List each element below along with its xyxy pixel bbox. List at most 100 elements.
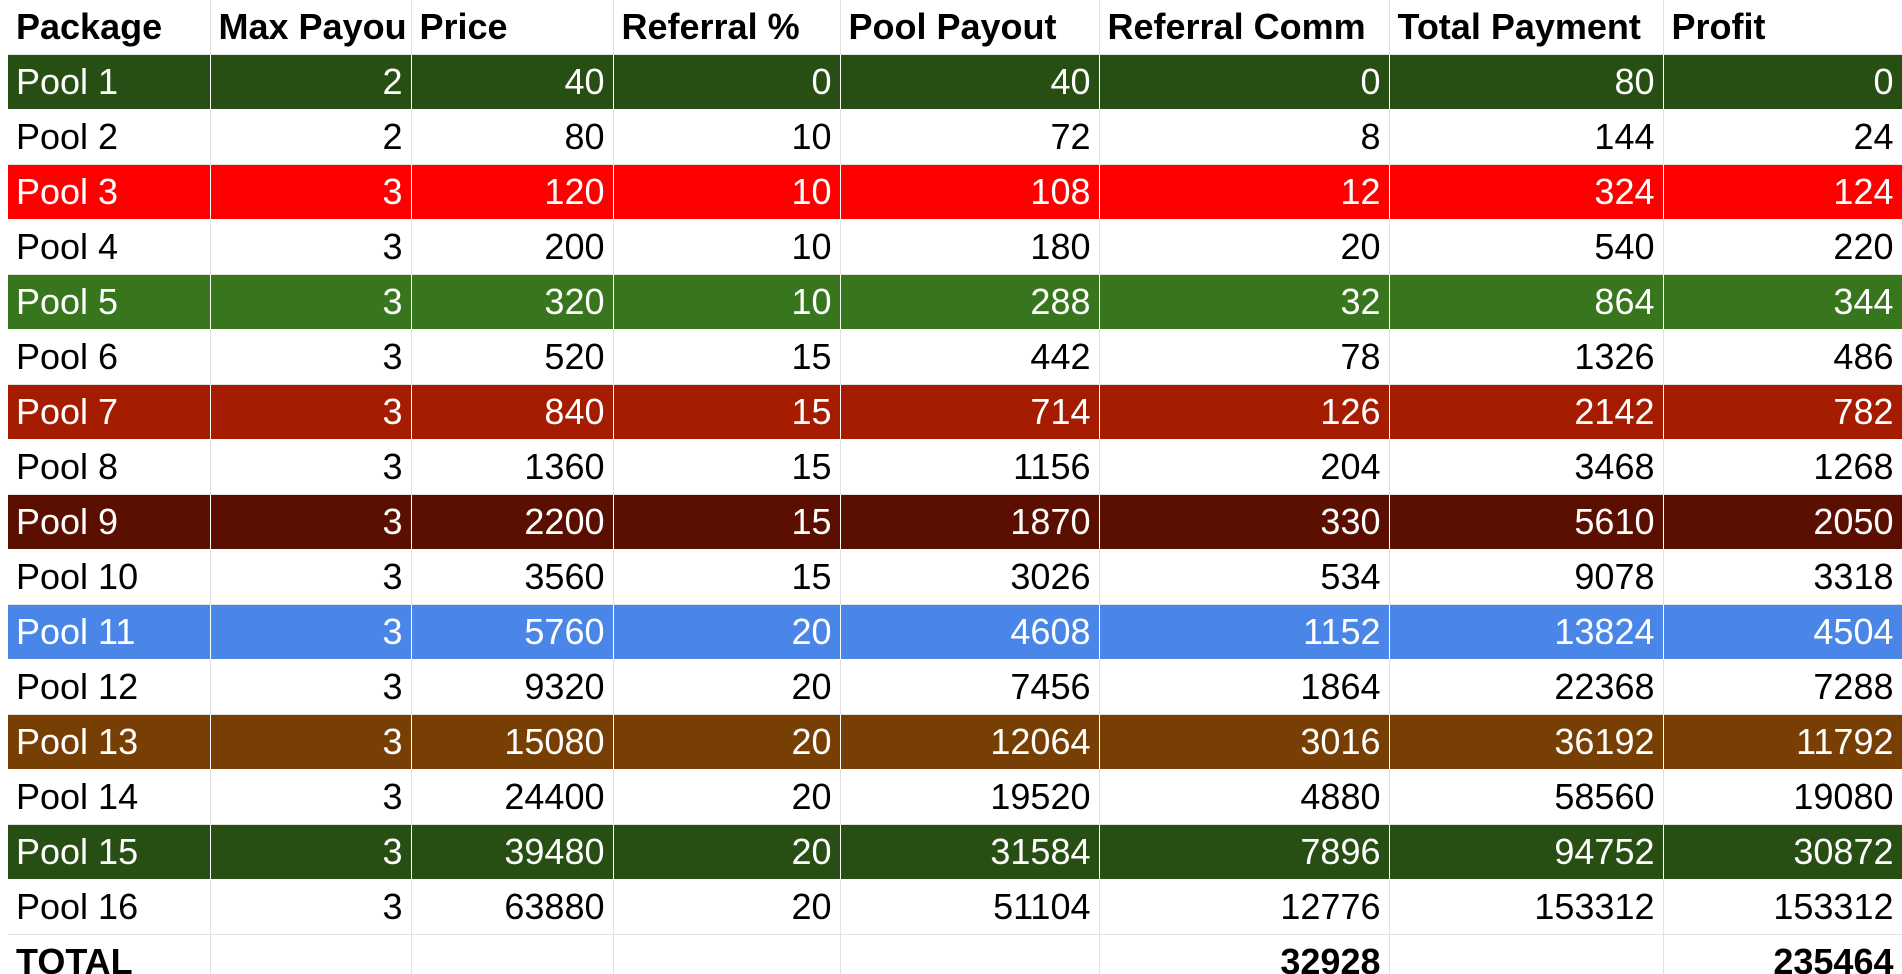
price-cell[interactable]: 120 — [411, 164, 614, 220]
max-payout-cell[interactable]: 3 — [210, 219, 412, 275]
referral-pct-cell[interactable]: 20 — [613, 769, 841, 825]
total-empty-cell[interactable] — [411, 934, 614, 974]
referral-pct-cell[interactable]: 15 — [613, 384, 841, 440]
total-payment-cell[interactable]: 153312 — [1389, 879, 1664, 935]
pool-payout-cell[interactable]: 12064 — [840, 714, 1100, 770]
pool-payout-cell[interactable]: 31584 — [840, 824, 1100, 880]
package-cell[interactable]: Pool 9 — [8, 494, 211, 550]
profit-cell[interactable]: 344 — [1663, 274, 1902, 330]
price-cell[interactable]: 40 — [411, 54, 614, 110]
header-profit[interactable]: Profit — [1663, 0, 1902, 55]
max-payout-cell[interactable]: 3 — [210, 824, 412, 880]
referral-comm-cell[interactable]: 78 — [1099, 329, 1390, 385]
total-payment-cell[interactable]: 144 — [1389, 109, 1664, 165]
pool-payout-cell[interactable]: 1156 — [840, 439, 1100, 495]
referral-comm-cell[interactable]: 126 — [1099, 384, 1390, 440]
total-empty-cell[interactable] — [840, 934, 1100, 974]
package-cell[interactable]: Pool 1 — [8, 54, 211, 110]
price-cell[interactable]: 2200 — [411, 494, 614, 550]
price-cell[interactable]: 9320 — [411, 659, 614, 715]
package-cell[interactable]: Pool 8 — [8, 439, 211, 495]
referral-comm-cell[interactable]: 4880 — [1099, 769, 1390, 825]
referral-comm-cell[interactable]: 3016 — [1099, 714, 1390, 770]
pool-payout-cell[interactable]: 442 — [840, 329, 1100, 385]
referral-pct-cell[interactable]: 0 — [613, 54, 841, 110]
pool-payout-cell[interactable]: 40 — [840, 54, 1100, 110]
price-cell[interactable]: 63880 — [411, 879, 614, 935]
total-empty-cell[interactable] — [1389, 934, 1664, 974]
package-cell[interactable]: Pool 2 — [8, 109, 211, 165]
referral-comm-cell[interactable]: 20 — [1099, 219, 1390, 275]
referral-pct-cell[interactable]: 20 — [613, 659, 841, 715]
profit-cell[interactable]: 3318 — [1663, 549, 1902, 605]
total-payment-cell[interactable]: 94752 — [1389, 824, 1664, 880]
referral-comm-cell[interactable]: 534 — [1099, 549, 1390, 605]
profit-cell[interactable]: 0 — [1663, 54, 1902, 110]
pool-payout-cell[interactable]: 7456 — [840, 659, 1100, 715]
total-payment-cell[interactable]: 9078 — [1389, 549, 1664, 605]
price-cell[interactable]: 1360 — [411, 439, 614, 495]
referral-pct-cell[interactable]: 15 — [613, 549, 841, 605]
header-pool-payout[interactable]: Pool Payout — [840, 0, 1100, 55]
referral-pct-cell[interactable]: 20 — [613, 604, 841, 660]
pool-payout-cell[interactable]: 1870 — [840, 494, 1100, 550]
package-cell[interactable]: Pool 14 — [8, 769, 211, 825]
price-cell[interactable]: 520 — [411, 329, 614, 385]
header-price[interactable]: Price — [411, 0, 614, 55]
pool-payout-cell[interactable]: 288 — [840, 274, 1100, 330]
pool-payout-cell[interactable]: 714 — [840, 384, 1100, 440]
max-payout-cell[interactable]: 3 — [210, 274, 412, 330]
referral-pct-cell[interactable]: 20 — [613, 714, 841, 770]
package-cell[interactable]: Pool 6 — [8, 329, 211, 385]
referral-pct-cell[interactable]: 15 — [613, 439, 841, 495]
profit-cell[interactable]: 7288 — [1663, 659, 1902, 715]
referral-pct-cell[interactable]: 10 — [613, 164, 841, 220]
price-cell[interactable]: 320 — [411, 274, 614, 330]
profit-cell[interactable]: 153312 — [1663, 879, 1902, 935]
profit-cell[interactable]: 4504 — [1663, 604, 1902, 660]
package-cell[interactable]: Pool 16 — [8, 879, 211, 935]
package-cell[interactable]: Pool 4 — [8, 219, 211, 275]
max-payout-cell[interactable]: 3 — [210, 384, 412, 440]
referral-comm-cell[interactable]: 330 — [1099, 494, 1390, 550]
max-payout-cell[interactable]: 3 — [210, 769, 412, 825]
price-cell[interactable]: 5760 — [411, 604, 614, 660]
profit-cell[interactable]: 24 — [1663, 109, 1902, 165]
total-profit-cell[interactable]: 235464 — [1663, 934, 1902, 974]
profit-cell[interactable]: 1268 — [1663, 439, 1902, 495]
total-referral-comm-cell[interactable]: 32928 — [1099, 934, 1390, 974]
pool-payout-cell[interactable]: 51104 — [840, 879, 1100, 935]
max-payout-cell[interactable]: 2 — [210, 54, 412, 110]
price-cell[interactable]: 24400 — [411, 769, 614, 825]
referral-pct-cell[interactable]: 20 — [613, 879, 841, 935]
header-referral-comm[interactable]: Referral Comm — [1099, 0, 1390, 55]
total-payment-cell[interactable]: 1326 — [1389, 329, 1664, 385]
pool-payout-cell[interactable]: 19520 — [840, 769, 1100, 825]
header-package[interactable]: Package — [8, 0, 211, 55]
max-payout-cell[interactable]: 3 — [210, 494, 412, 550]
referral-comm-cell[interactable]: 12776 — [1099, 879, 1390, 935]
referral-comm-cell[interactable]: 32 — [1099, 274, 1390, 330]
total-payment-cell[interactable]: 540 — [1389, 219, 1664, 275]
total-payment-cell[interactable]: 36192 — [1389, 714, 1664, 770]
header-max-payout[interactable]: Max Payou — [210, 0, 412, 55]
package-cell[interactable]: Pool 12 — [8, 659, 211, 715]
total-empty-cell[interactable] — [210, 934, 412, 974]
total-payment-cell[interactable]: 58560 — [1389, 769, 1664, 825]
profit-cell[interactable]: 124 — [1663, 164, 1902, 220]
total-payment-cell[interactable]: 864 — [1389, 274, 1664, 330]
max-payout-cell[interactable]: 3 — [210, 714, 412, 770]
total-payment-cell[interactable]: 22368 — [1389, 659, 1664, 715]
max-payout-cell[interactable]: 3 — [210, 604, 412, 660]
package-cell[interactable]: Pool 11 — [8, 604, 211, 660]
package-cell[interactable]: Pool 5 — [8, 274, 211, 330]
total-payment-cell[interactable]: 2142 — [1389, 384, 1664, 440]
total-label-cell[interactable]: TOTAL — [8, 934, 211, 974]
pool-payout-cell[interactable]: 4608 — [840, 604, 1100, 660]
referral-comm-cell[interactable]: 204 — [1099, 439, 1390, 495]
profit-cell[interactable]: 486 — [1663, 329, 1902, 385]
max-payout-cell[interactable]: 2 — [210, 109, 412, 165]
package-cell[interactable]: Pool 13 — [8, 714, 211, 770]
referral-pct-cell[interactable]: 15 — [613, 329, 841, 385]
referral-pct-cell[interactable]: 10 — [613, 109, 841, 165]
